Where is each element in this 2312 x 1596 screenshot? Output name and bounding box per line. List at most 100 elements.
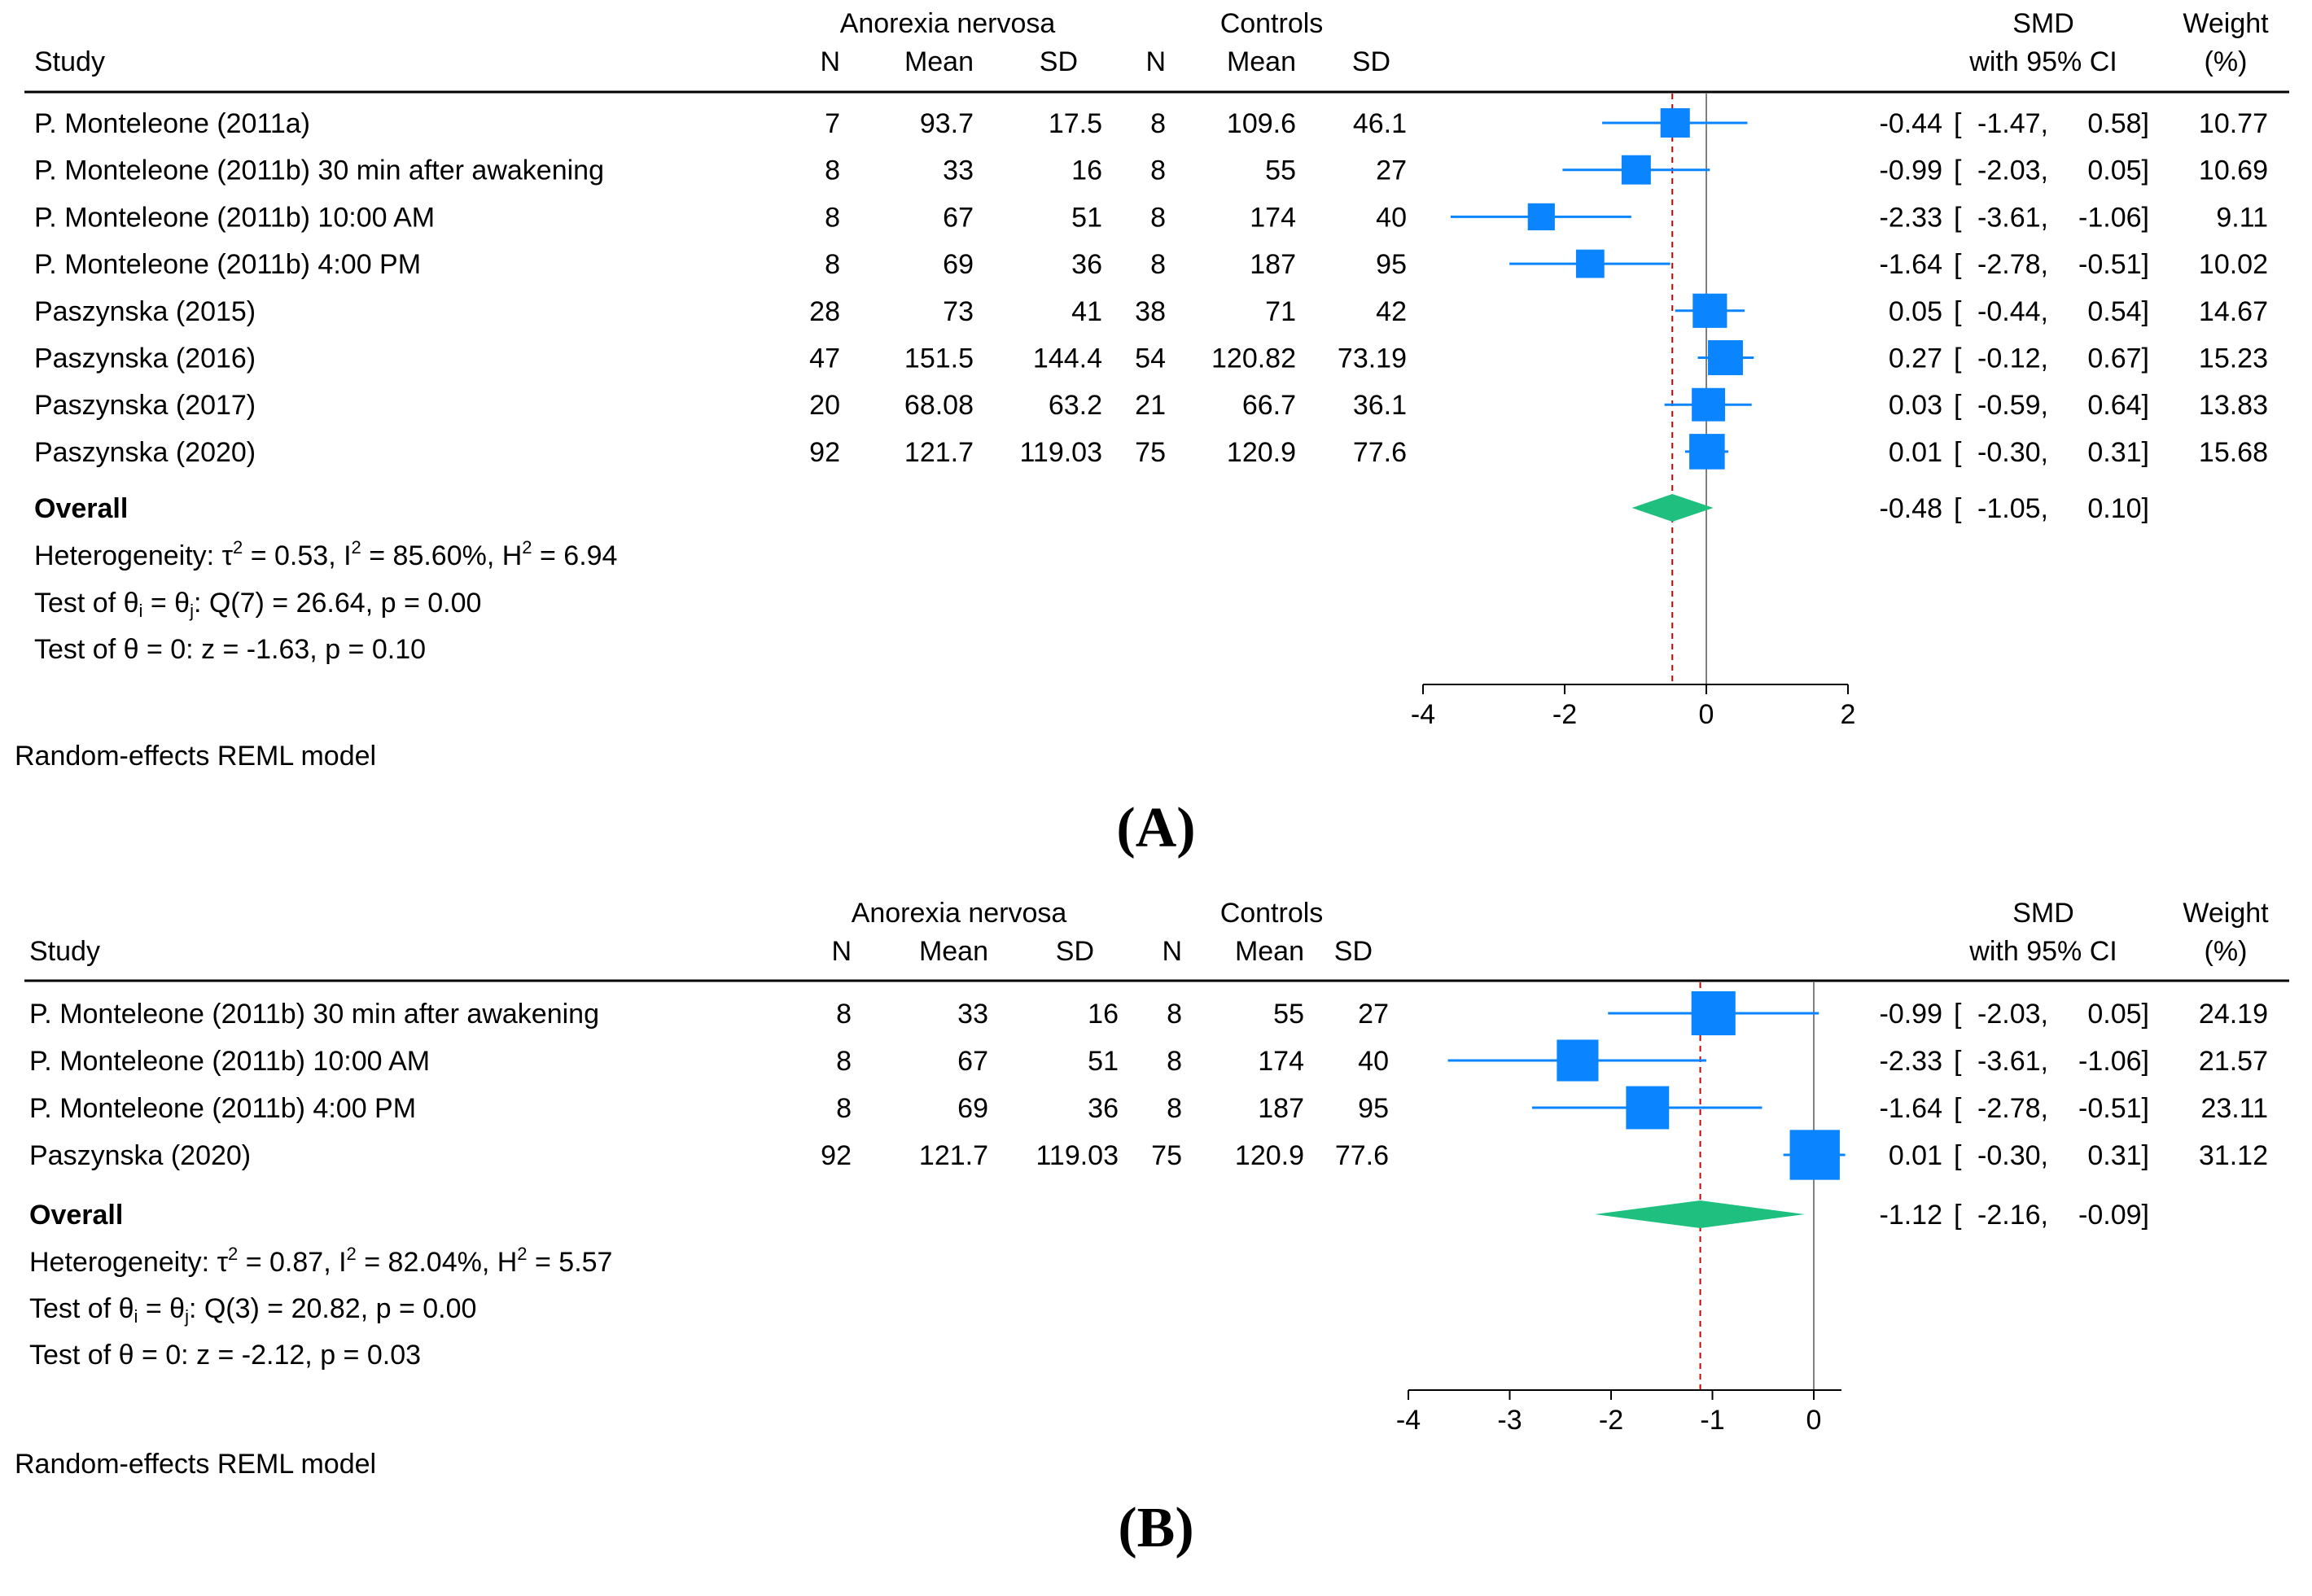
ci-open-bracket: [ [1954,390,1962,421]
mean2-value: 55 [1265,155,1296,186]
n2-value: 38 [1135,296,1166,327]
effect-marker [1708,340,1743,375]
smd-value: -1.64 [1880,249,1943,280]
homogeneity-test-prefix: Test of θ [29,1293,134,1324]
n2-value: 54 [1135,343,1166,374]
overall-label: Overall [34,493,128,524]
effect-marker [1527,203,1555,231]
ci-upper-value: 0.31] [2087,1140,2149,1171]
study-name: P. Monteleone (2011b) 30 min after awake… [34,155,604,186]
study-name: P. Monteleone (2011b) 4:00 PM [29,1093,416,1124]
ci-open-bracket: [ [1954,155,1962,186]
study-name: P. Monteleone (2011b) 10:00 AM [29,1046,430,1077]
superscript: 2 [228,1244,238,1264]
n1-column-header: N [820,46,840,77]
study-name: P. Monteleone (2011b) 30 min after awake… [29,999,599,1030]
study-name: P. Monteleone (2011b) 10:00 AM [34,202,435,233]
effect-header-bottom: with 95% CI [1968,936,2117,967]
mean2-value: 120.82 [1211,343,1296,374]
ci-open-bracket: [ [1954,493,1962,524]
ci-open-bracket: [ [1954,202,1962,233]
overall-ci-lower: -1.05, [1977,493,2048,524]
superscript: 2 [517,1244,527,1264]
homogeneity-test: Test of θi = θj: Q(7) = 26.64, p = 0.00 [34,588,481,621]
sd2-value: 77.6 [1335,1140,1389,1171]
mean1-value: 121.7 [904,437,974,468]
overall-diamond [1631,494,1714,522]
heterogeneity-tau: Heterogeneity: τ [34,540,234,571]
subscript: j [189,601,194,621]
weight-value: 15.68 [2199,437,2268,468]
n1-value: 7 [825,108,840,139]
study-row: P. Monteleone (2011a) 7 93.7 17.5 8 109.6 46.1… [34,107,2268,139]
x-tick-label: 0 [1806,1405,1822,1436]
smd-value: -2.33 [1880,1046,1943,1077]
smd-value: -0.99 [1880,999,1943,1030]
sd1-column-header: SD [1040,46,1078,77]
mean1-column-header: Mean [904,46,974,77]
overall-smd-value: -0.48 [1880,493,1943,524]
sd2-column-header: SD [1352,46,1390,77]
mean2-value: 187 [1250,249,1296,280]
ci-open-bracket: [ [1954,437,1962,468]
n2-column-header: N [1162,936,1182,967]
study-row: P. Monteleone (2011b) 30 min after awake… [34,155,2268,186]
study-row: Paszynska (2016) 47 151.5 144.4 54 120.82 73.1… [34,340,2268,375]
ci-upper-value: 0.05] [2087,155,2149,186]
subscript: i [134,1306,138,1327]
x-tick-label: -3 [1497,1405,1522,1436]
sd1-value: 51 [1088,1046,1119,1077]
ci-open-bracket: [ [1954,343,1962,374]
sd2-value: 95 [1376,249,1407,280]
overall-diamond [1595,1200,1805,1228]
effect-marker [1557,1039,1599,1082]
panel-label: (B) [1118,1497,1193,1559]
ci-lower-value: -1.47, [1977,108,2048,139]
ci-upper-value: -0.51] [2078,249,2149,280]
ci-lower-value: -3.61, [1977,202,2048,233]
smd-value: 0.01 [1889,1140,1942,1171]
ci-lower-value: -2.03, [1977,155,2048,186]
mean2-value: 120.9 [1235,1140,1304,1171]
weight-value: 10.69 [2199,155,2268,186]
group2-header: Controls [1220,898,1324,929]
mean1-value: 33 [957,999,988,1030]
superscript: 2 [352,537,361,558]
study-row: P. Monteleone (2011b) 10:00 AM 8 67 51 8 174 4… [29,1039,2268,1082]
effect-marker [1689,434,1725,470]
ci-lower-value: -2.03, [1977,999,2048,1030]
ci-lower-value: -3.61, [1977,1046,2048,1077]
effect-marker [1660,107,1690,138]
weight-value: 31.12 [2199,1140,2268,1171]
sd1-value: 17.5 [1049,108,1102,139]
mean2-column-header: Mean [1227,46,1296,77]
homogeneity-test-result: : Q(7) = 26.64, p = 0.00 [194,588,481,619]
effect-header-bottom: with 95% CI [1968,46,2117,77]
sd2-value: 95 [1358,1093,1389,1124]
n2-value: 8 [1150,108,1166,139]
effect-marker [1691,990,1736,1036]
n1-value: 47 [809,343,840,374]
n1-column-header: N [831,936,852,967]
ci-upper-value: 0.64] [2087,390,2149,421]
smd-value: 0.27 [1889,343,1942,374]
x-tick-label: -2 [1599,1405,1623,1436]
n2-value: 8 [1150,202,1166,233]
n1-value: 8 [825,202,840,233]
weight-value: 9.11 [2216,202,2268,233]
weight-header-top: Weight [2183,898,2269,929]
overall-effect-test: Test of θ = 0: z = -2.12, p = 0.03 [29,1340,421,1371]
mean1-value: 68.08 [904,390,974,421]
homogeneity-test-mid: = θ [138,1293,185,1324]
overall-ci-upper: -0.09] [2078,1200,2149,1231]
study-row: Paszynska (2015) 28 73 41 38 71 42 0.05 [-0.44, 0… [34,293,2268,328]
ci-open-bracket: [ [1954,1140,1962,1171]
ci-open-bracket: [ [1954,249,1962,280]
ci-upper-value: -1.06] [2078,202,2149,233]
x-tick-label: -4 [1411,699,1435,730]
smd-value: 0.03 [1889,390,1942,421]
sd2-value: 36.1 [1353,390,1407,421]
ci-lower-value: -0.30, [1977,1140,2048,1171]
mean1-value: 67 [957,1046,988,1077]
n1-value: 28 [809,296,840,327]
